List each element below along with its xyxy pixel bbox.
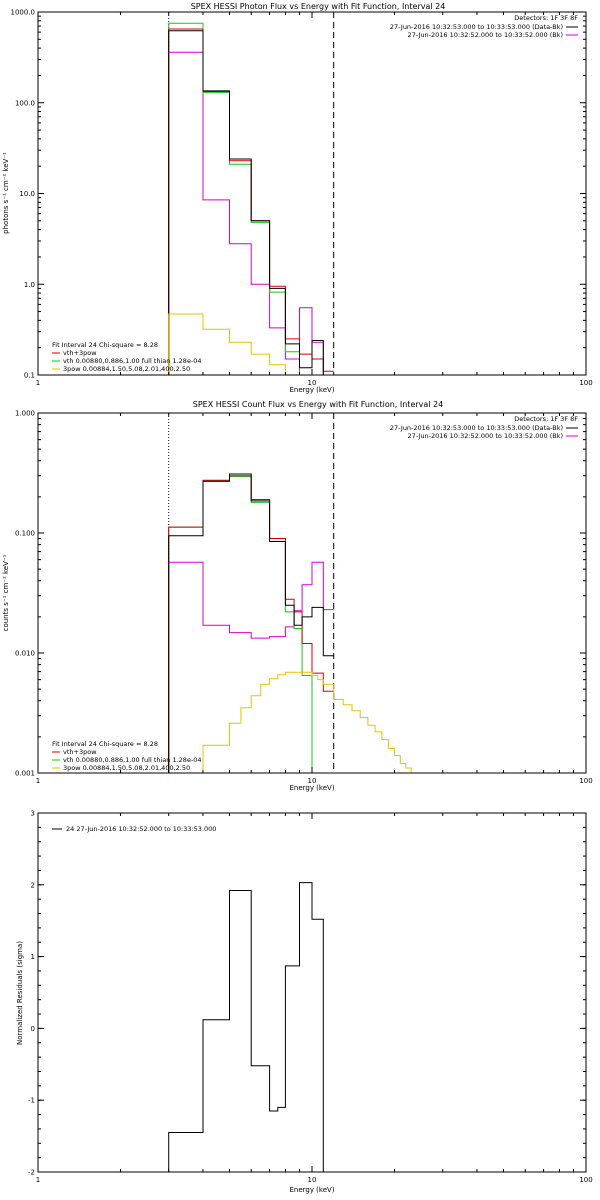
photon-legend-total: vth+3pow [63,349,97,357]
count-detectors-label: Detectors: 1F 3F 8F [514,415,578,423]
count-fit-header: Fit Interval 24 Chi-square = 8.28 [52,740,158,748]
count-series-bpow [168,671,421,774]
count-chart-title: SPEX HESSI Count Flux vs Energy with Fit… [193,400,444,409]
photon-detectors-label: Detectors: 1F 3F 8F [514,14,578,22]
count-axes: 1 10 100 0.001 0.010 0.100 1.000 [15,410,593,786]
residuals-chart-marks [168,882,334,1173]
photon-y-tick-label: 1.0 [24,281,35,289]
photon-y-tick-label: 100.0 [15,99,35,107]
photon-y-tick-label: 10.0 [19,190,35,198]
residuals-y-tick-label: 2 [31,881,35,889]
photon-y-tick-label: 1000.0 [11,9,36,17]
count-legend-total: vth+3pow [63,748,97,756]
residuals-y-axis-label: Normalized Residuals (sigma) [16,941,24,1045]
count-legend-vth: vth 0.00880,0.886,1.00 full thian 1.28e-… [63,756,202,764]
photon-chart-marks [168,12,335,376]
count-chart-marks [168,413,421,774]
residuals-panel: 1 10 100 -2 -1 0 1 2 3 Energy (keV) Normalized R… [16,810,593,1195]
photon-y-axis-label: photons s⁻¹ cm⁻² keV⁻¹ [2,152,10,234]
photon-x-tick-label: 100 [579,379,592,387]
count-bk-interval: 27-Jun-2016 10:32:52.000 to 10:33:52.000… [408,432,563,440]
count-y-tick-label: 0.100 [15,530,35,538]
count-series-total [168,475,334,773]
photon-flux-panel: SPEX HESSI Photon Flux vs Energy with Fi… [2,2,593,394]
residuals-plot-frame [37,812,587,1173]
count-y-tick-label: 0.010 [15,650,35,658]
residuals-y-tick-label: -2 [28,1169,35,1177]
count-series-vth [168,476,334,774]
residuals-series-residuals [168,882,334,1173]
photon-series-bpow [168,313,334,376]
photon-y-tick-label: 0.1 [24,372,35,380]
photon-fit-header: Fit Interval 24 Chi-square = 8.28 [52,341,158,349]
count-x-axis-label: Energy (keV) [289,784,334,792]
residuals-legend-label: 24 27-Jun-2016 10:32:52.000 to 10:33:53.… [66,825,216,833]
photon-data-interval: 27-Jun-2016 10:32:53.000 to 10:33:53.000… [390,23,563,31]
residuals-y-tick-label: -1 [28,1097,35,1105]
residuals-x-tick-label: 1 [36,1176,40,1184]
photon-legend-bpow: 3pow 0.00884,1.50,5.08,2.01,400,2.50 [63,365,190,373]
count-x-tick-label: 10 [308,777,317,785]
count-x-tick-label: 100 [579,777,592,785]
residuals-axes: 1 10 100 -2 -1 0 1 2 3 [28,810,593,1185]
count-data-interval: 27-Jun-2016 10:32:53.000 to 10:33:53.000… [390,424,563,432]
photon-legend-vth: vth 0.00880,0.886,1.00 full thian 1.28e-… [63,357,202,365]
count-series-background [168,561,334,773]
residuals-x-axis-label: Energy (keV) [289,1186,334,1194]
count-y-axis-label: counts s⁻¹ cm⁻² keV⁻¹ [2,554,10,631]
count-x-tick-label: 1 [36,777,40,785]
count-y-tick-label: 0.001 [15,770,35,778]
photon-bk-interval: 27-Jun-2016 10:32:52.000 to 10:33:52.000… [408,31,563,39]
count-series-data [168,473,334,773]
photon-series-data [168,30,334,376]
residuals-y-tick-label: 1 [31,953,35,961]
residuals-y-tick-label: 3 [31,810,35,818]
photon-x-tick-label: 1 [36,379,40,387]
photon-x-tick-label: 10 [308,379,317,387]
photon-x-axis-label: Energy (keV) [289,386,334,394]
residuals-x-tick-label: 10 [308,1176,317,1184]
residuals-y-tick-label: 0 [31,1025,35,1033]
photon-chart-title: SPEX HESSI Photon Flux vs Energy with Fi… [191,2,446,11]
count-flux-panel: SPEX HESSI Count Flux vs Energy with Fit… [2,400,593,792]
count-legend-bpow: 3pow 0.00884,1.50,5.08,2.01,400,2.50 [63,764,190,772]
photon-axes: 1 10 100 0.1 1.0 10.0 100.0 1000.0 [11,9,593,388]
residuals-x-tick-label: 100 [579,1176,592,1184]
count-y-tick-label: 1.000 [15,410,35,418]
